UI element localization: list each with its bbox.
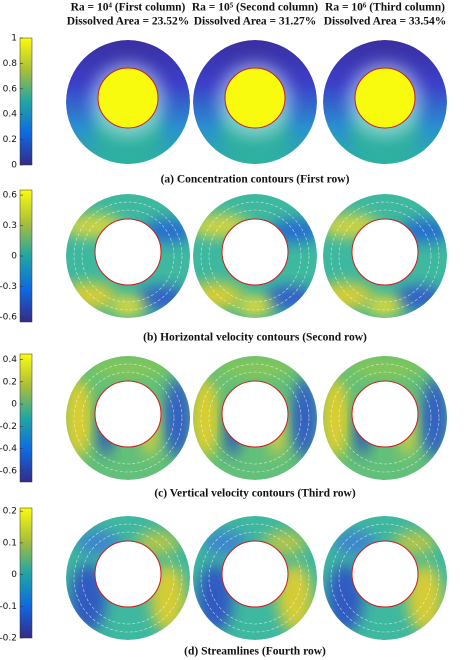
colorbar-tick-label: 0.2	[3, 507, 17, 517]
colorbar-tick-label: 0.1	[3, 538, 17, 548]
colorbar	[19, 37, 33, 166]
contour-line	[81, 209, 175, 303]
colorbar	[19, 353, 33, 483]
contour-line	[330, 201, 440, 311]
contour-line	[330, 523, 440, 633]
field-patch	[215, 358, 295, 378]
field-patch	[164, 378, 190, 458]
field-patch	[291, 378, 317, 458]
contour-panel	[323, 516, 447, 640]
colorbar-tick-label: 1	[11, 34, 17, 44]
field-patch	[237, 296, 273, 316]
column-title: Ra = 10⁶ (Third column)	[325, 2, 445, 14]
panels: 0 0.2 0.4 0.6 0.8 1 (a) Concentration contours…	[0, 34, 447, 658]
field-patch	[66, 378, 92, 458]
contour-panel	[193, 516, 317, 640]
dissolved-area: Dissolved Area = 31.27%	[194, 16, 317, 28]
colorbar-tick-label: 0.4	[3, 110, 18, 120]
contour-panel	[66, 40, 190, 164]
column-title: Ra = 10⁴ (First column)	[71, 2, 186, 14]
panel-row: -0.6 -0.3 0 0.3 0.6 (b) Horizontal velocity c…	[0, 189, 447, 344]
field-patch	[345, 358, 425, 378]
solid	[221, 380, 289, 448]
column-headers: Ra = 10⁴ (First column) Dissolved Area = …	[67, 2, 447, 28]
contour-line	[338, 209, 432, 303]
contour-panel	[193, 40, 317, 164]
colorbar-tick-label: 0.3	[3, 221, 17, 231]
contour-panel	[66, 516, 190, 640]
contour-line	[200, 363, 310, 473]
colorbar-tick-label: -0.2	[0, 422, 17, 432]
contour-panel	[193, 194, 317, 318]
panel-row: 0 0.2 0.4 0.6 0.8 1 (a) Concentration contours…	[3, 34, 447, 186]
colorbar-tick-label: -0.6	[0, 312, 17, 322]
contour-line	[73, 201, 183, 311]
field-patch	[323, 378, 349, 458]
colorbar-tick-label: 0.2	[3, 377, 17, 387]
solid	[351, 540, 419, 608]
row-caption: (d) Streamlines (Fourth row)	[184, 646, 326, 658]
colorbar-tick-label: 0	[11, 252, 17, 262]
solid	[351, 218, 419, 286]
contour-line	[81, 531, 175, 625]
panel-row: -0.2 -0.1 0 0.1 0.2 (d) Streamlines (Fourth r…	[0, 507, 447, 658]
colorbar-tick-label: -0.1	[0, 602, 17, 612]
column-title: Ra = 10⁵ (Second column)	[192, 2, 318, 14]
solid	[221, 218, 289, 286]
solid	[94, 218, 162, 286]
colorbar	[19, 507, 33, 639]
contour-line	[200, 201, 310, 311]
colorbar-tick-label: 0	[11, 400, 17, 410]
contour-panel	[323, 356, 447, 480]
field-patch	[367, 296, 403, 316]
colorbar-tick-label: 0.4	[3, 355, 18, 365]
colorbar-tick-label: -0.2	[0, 634, 17, 644]
solid	[221, 540, 289, 608]
contour-line	[338, 531, 432, 625]
panel-row: -0.6 -0.4 -0.2 0 0.2 0.4 (c) Vertical velocity…	[0, 353, 447, 500]
colorbar-tick-label: 0	[11, 570, 17, 580]
colorbar-tick-label: -0.3	[0, 282, 17, 292]
solid	[224, 67, 286, 129]
contour-panel	[323, 40, 447, 164]
contour-line	[208, 209, 302, 303]
contour-line	[200, 523, 310, 633]
dissolved-area: Dissolved Area = 23.52%	[67, 16, 190, 28]
contour-panel	[66, 356, 190, 480]
colorbar-tick-label: 0.6	[3, 191, 18, 201]
contour-line	[338, 371, 432, 465]
colorbar-tick-label: -0.6	[0, 466, 17, 476]
contour-line	[81, 371, 175, 465]
field-patch	[421, 378, 447, 458]
solid	[94, 380, 162, 448]
row-caption: (c) Vertical velocity contours (Third ro…	[154, 488, 355, 500]
colorbar-tick-label: -0.4	[0, 444, 17, 454]
solid	[351, 380, 419, 448]
contour-panel	[66, 194, 190, 318]
contour-line	[73, 523, 183, 633]
row-caption: (b) Horizontal velocity contours (Second…	[143, 332, 367, 344]
row-caption: (a) Concentration contours (First row)	[161, 174, 350, 186]
contour-panel	[193, 356, 317, 480]
contour-line	[208, 371, 302, 465]
contour-line	[208, 531, 302, 625]
field-patch	[110, 296, 146, 316]
colorbar-tick-label: 0	[11, 161, 17, 171]
solid	[94, 540, 162, 608]
colorbar-tick-label: 0.8	[3, 59, 18, 69]
contour-line	[330, 363, 440, 473]
colorbar-tick-label: 0.2	[3, 135, 17, 145]
colorbar-tick-label: 0.6	[3, 84, 18, 94]
field-patch	[88, 358, 168, 378]
dissolved-area: Dissolved Area = 33.54%	[324, 16, 447, 28]
field-patch	[193, 378, 219, 458]
solid	[354, 67, 416, 129]
contour-panel	[323, 194, 447, 318]
contour-line	[73, 363, 183, 473]
solid	[97, 67, 159, 129]
